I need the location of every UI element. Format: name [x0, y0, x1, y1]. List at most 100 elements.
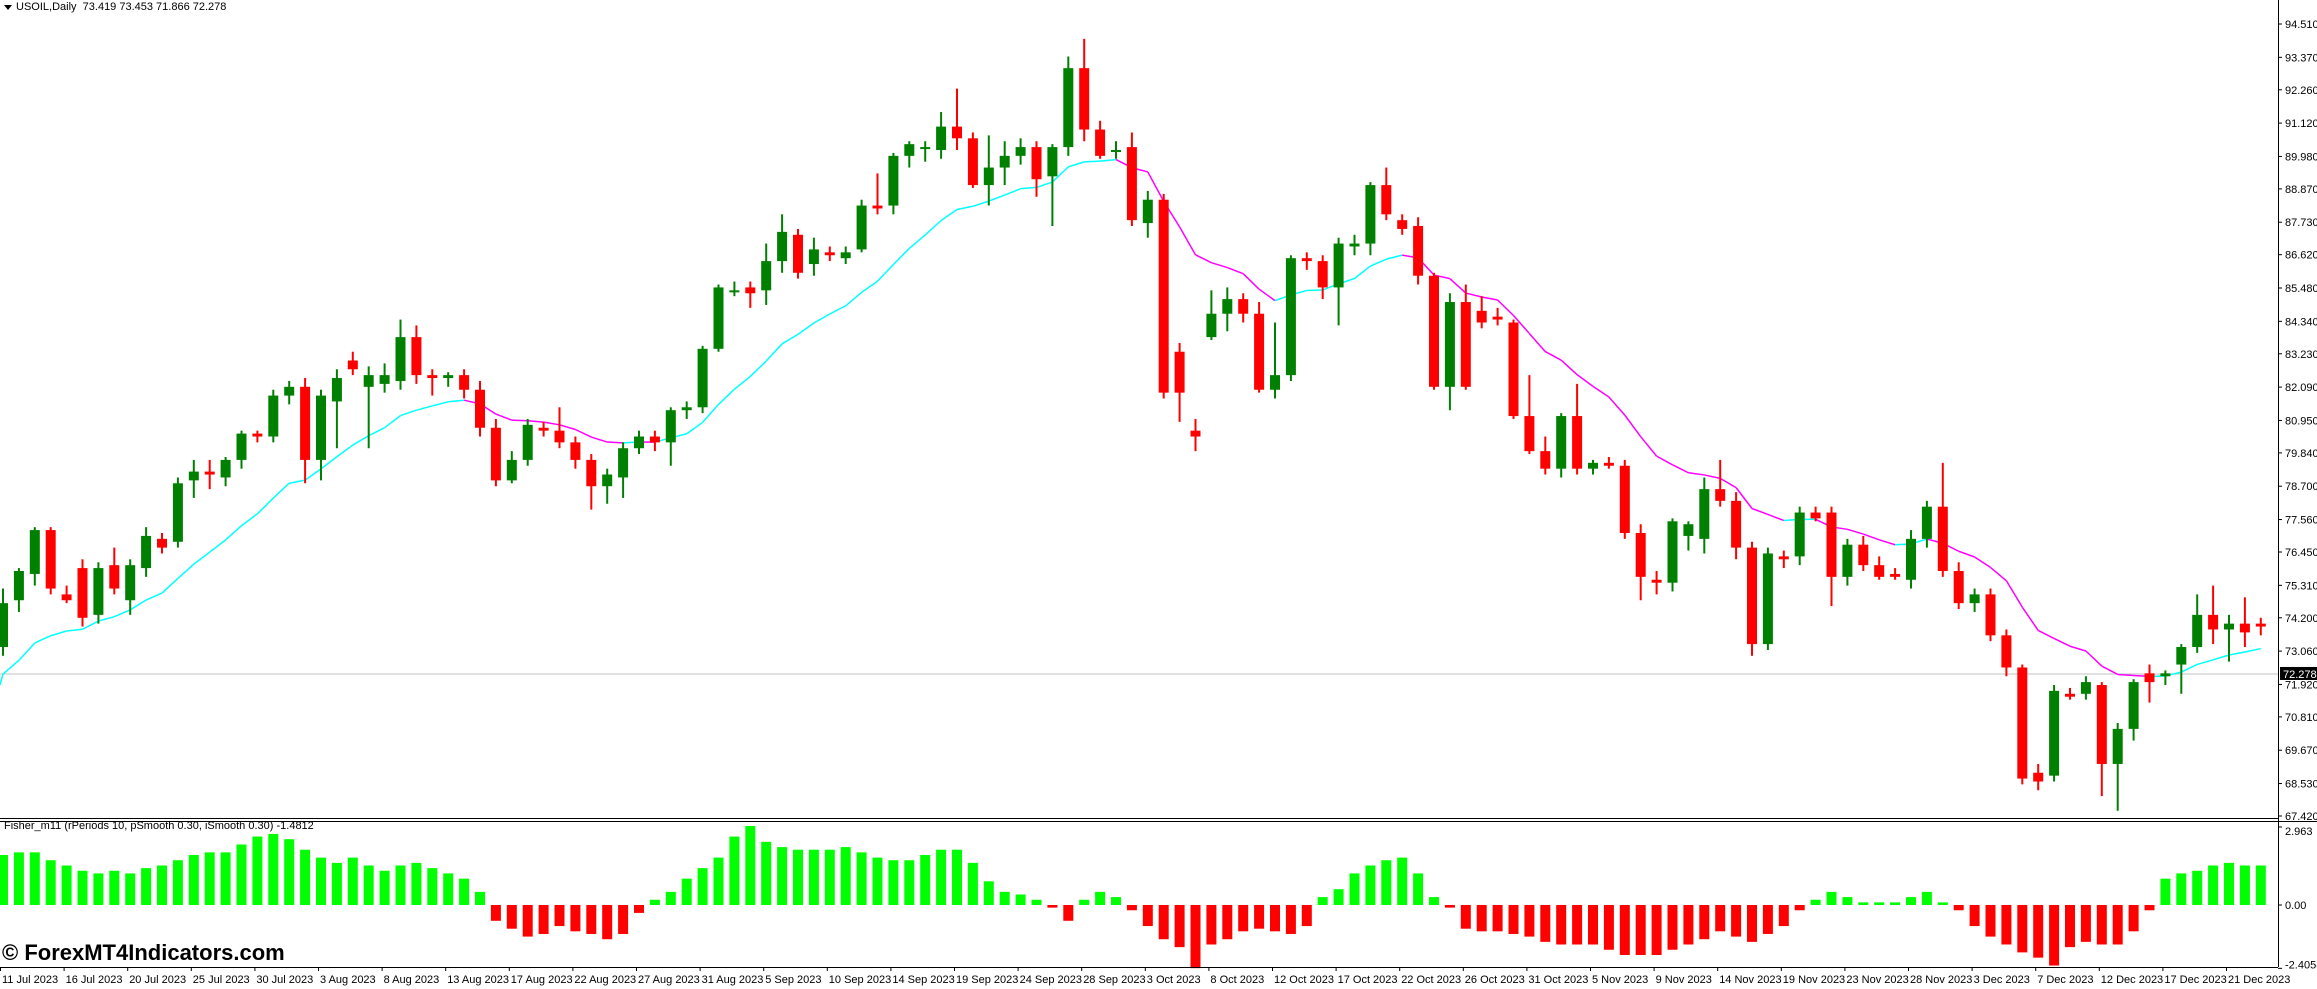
- fisher-bar: [204, 852, 215, 905]
- candle: [1333, 237, 1344, 326]
- time-tick-label: 17 Aug 2023: [511, 974, 573, 986]
- candle-body: [713, 287, 724, 349]
- candle-body: [2065, 693, 2075, 697]
- time-tick-label: 28 Sep 2023: [1083, 974, 1145, 986]
- fisher-bar: [697, 868, 708, 905]
- time-tick-label: 3 Oct 2023: [1147, 974, 1201, 986]
- candle-body: [1810, 512, 1821, 519]
- candle-body: [1953, 571, 1964, 604]
- ma-segment: [400, 409, 417, 417]
- fisher-bar: [109, 870, 120, 905]
- fisher-bar: [1588, 905, 1598, 945]
- time-tick-label: 11 Jul 2023: [2, 974, 58, 986]
- fisher-bar: [1365, 865, 1376, 905]
- candle-body: [602, 474, 613, 487]
- fisher-bar: [347, 857, 358, 905]
- ma-segment: [1704, 474, 1721, 480]
- candle: [1953, 562, 1964, 610]
- candle: [1826, 506, 1837, 607]
- price-tick-label: 71.920: [2285, 679, 2317, 691]
- candle-body: [316, 395, 326, 460]
- fisher-bar: [1794, 905, 1805, 911]
- candle: [2017, 664, 2028, 785]
- candle: [745, 281, 756, 308]
- fisher-bar: [157, 865, 167, 905]
- price-tick-label: 84.340: [2285, 316, 2317, 328]
- candle-body: [1921, 506, 1932, 539]
- candle: [395, 319, 406, 390]
- candle: [793, 228, 803, 279]
- ma-segment: [320, 456, 338, 470]
- candle-body: [220, 459, 231, 478]
- candle: [554, 407, 565, 449]
- candle-body: [538, 427, 549, 431]
- fisher-bar: [1937, 902, 1948, 905]
- fisher-bar: [220, 852, 231, 905]
- candle-body: [888, 155, 899, 206]
- candle-body: [824, 252, 835, 256]
- ma-segment: [1735, 487, 1753, 509]
- fisher-bar: [2033, 905, 2044, 958]
- fisher-bar: [2192, 870, 2203, 905]
- candle-body: [1969, 594, 1980, 604]
- fisher-bar: [1524, 905, 1535, 937]
- ma-segment: [1227, 266, 1244, 275]
- candle-body: [697, 348, 708, 408]
- fisher-bar: [554, 905, 565, 927]
- candle-body: [1476, 310, 1487, 323]
- candle-body: [1222, 299, 1233, 314]
- time-tick-label: 16 Jul 2023: [66, 974, 123, 986]
- candle-body: [1794, 512, 1805, 557]
- dropdown-triangle-icon[interactable]: [4, 4, 12, 10]
- ma-segment: [2196, 659, 2214, 666]
- candle: [1317, 255, 1328, 300]
- candle-body: [427, 375, 438, 379]
- fisher-bar: [77, 870, 88, 905]
- candle-body: [45, 530, 56, 589]
- candle-body: [1095, 129, 1106, 156]
- candle: [1635, 524, 1646, 601]
- candle: [284, 380, 295, 405]
- fisher-bar: [1238, 905, 1249, 932]
- fisher-bar: [316, 857, 326, 905]
- fisher-bar: [93, 873, 104, 905]
- time-tick-label: 17 Oct 2023: [1338, 974, 1398, 986]
- candle: [1619, 459, 1630, 539]
- ma-segment: [352, 435, 370, 446]
- ma-segment: [225, 525, 242, 541]
- candle-body: [554, 430, 565, 443]
- ma-segment: [1592, 385, 1610, 398]
- candle: [1747, 541, 1757, 656]
- ma-segment: [2212, 654, 2230, 661]
- candle: [204, 459, 215, 490]
- candle-body: [856, 205, 867, 250]
- fisher-bar: [395, 865, 406, 905]
- candle-body: [1858, 544, 1869, 566]
- ma-segment: [1528, 333, 1546, 353]
- fisher-bar: [1683, 905, 1694, 945]
- candle-body: [1031, 147, 1042, 180]
- candle: [1588, 459, 1598, 475]
- candle-body: [1126, 147, 1137, 221]
- candle: [2160, 670, 2171, 686]
- candle-body: [1429, 275, 1439, 387]
- candle-body: [808, 249, 819, 265]
- candle-body: [999, 155, 1010, 168]
- fisher-bar: [1778, 905, 1789, 927]
- price-tick-label: 73.060: [2285, 646, 2317, 658]
- candle-body: [141, 535, 152, 569]
- candle: [236, 430, 247, 469]
- candle-body: [1762, 553, 1773, 645]
- ma-segment: [1481, 296, 1498, 301]
- ma-segment: [272, 482, 290, 499]
- candle-body: [2208, 614, 2219, 630]
- candle-body: [13, 571, 24, 601]
- fisher-bar: [1190, 905, 1201, 969]
- fisher-bar: [141, 868, 152, 905]
- ma-segment: [2037, 629, 2055, 640]
- ma-segment: [1036, 181, 1053, 189]
- fisher-bar: [777, 847, 788, 905]
- time-tick-label: 21 Dec 2023: [2228, 974, 2290, 986]
- price-tick-label: 85.480: [2285, 283, 2317, 295]
